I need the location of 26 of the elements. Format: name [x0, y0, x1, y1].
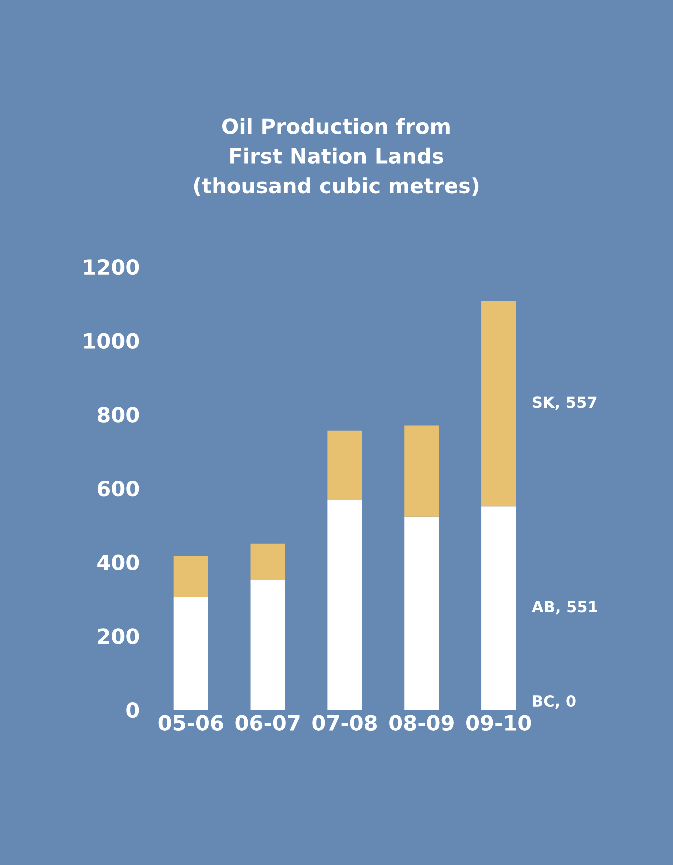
y-tick-label: 600	[98, 480, 140, 497]
x-tick-label: 05-06	[158, 715, 224, 731]
bar	[404, 426, 440, 517]
y-tick-label: 1200	[84, 259, 140, 276]
y-tick-label: 0	[126, 702, 140, 718]
bar	[174, 597, 208, 710]
bar	[482, 506, 516, 710]
chart-title: Oil Production from First Nation Lands (thousand cubic metres)	[194, 118, 479, 196]
x-tick-label: 08-09	[390, 715, 454, 731]
x-tick-label: 06-07	[236, 715, 300, 731]
y-tick-label: 200	[98, 628, 140, 644]
bar	[328, 430, 362, 500]
annotation: SK, 557	[533, 396, 597, 410]
bar	[328, 500, 362, 710]
x-tick-label: 09-10	[466, 715, 532, 731]
bar	[250, 544, 286, 580]
y-tick-label: 1000	[84, 333, 140, 350]
annotation: AB, 551	[532, 601, 598, 615]
bar	[482, 300, 516, 507]
annotation: BC, 0	[533, 695, 576, 709]
bar	[250, 580, 286, 710]
bar	[404, 516, 440, 710]
x-tick-label: 07-08	[312, 715, 378, 731]
bar	[174, 556, 208, 598]
y-tick-label: 400	[98, 554, 140, 571]
y-tick-label: 800	[98, 407, 140, 423]
